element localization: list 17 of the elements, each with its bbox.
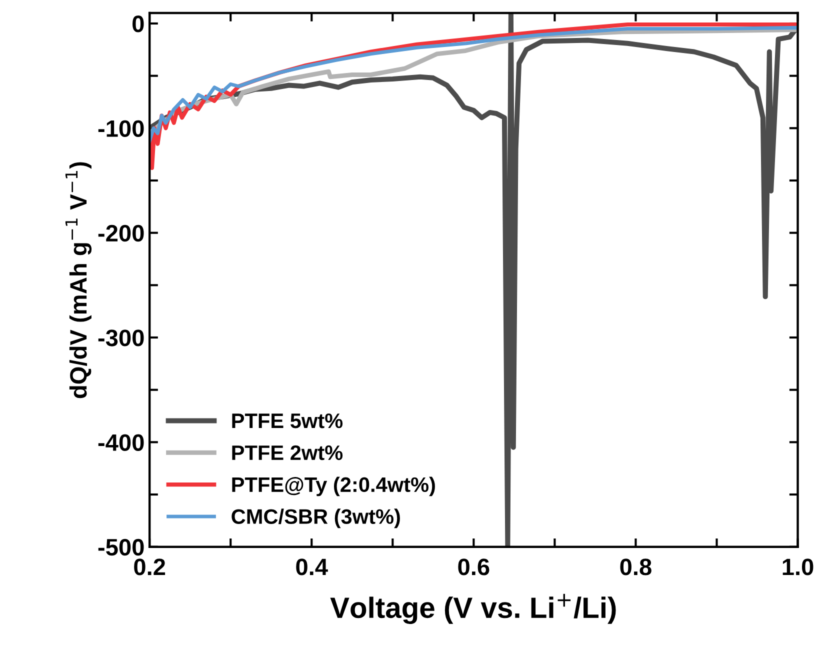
y-tick-label: 0 bbox=[132, 16, 144, 32]
y-tick-label: -100 bbox=[98, 120, 144, 137]
x-axis-title: Voltage (V vs. Li$^{+}$/Li) bbox=[330, 594, 616, 624]
y-axis-title: dQ/dV (mAh g$^{−1}$ V$^{−1}$) bbox=[65, 162, 92, 398]
y-tick-label: -300 bbox=[98, 330, 144, 346]
x-tick-label: 0.4 bbox=[296, 558, 328, 576]
y-tick-label: -200 bbox=[98, 224, 144, 242]
y-tick-label: -400 bbox=[98, 434, 144, 451]
legend-label: PTFE 5wt% bbox=[232, 414, 343, 428]
legend-label: CMC/SBR (3wt%) bbox=[232, 508, 400, 528]
legend-label: PTFE@Ty (2:0.4wt%) bbox=[232, 476, 435, 496]
legend-label: PTFE 2wt% bbox=[232, 445, 343, 460]
x-tick-label: 0.2 bbox=[134, 558, 166, 576]
x-tick-label: 0.8 bbox=[620, 558, 652, 576]
x-tick-label: 0.6 bbox=[458, 558, 490, 576]
y-tick-label: -500 bbox=[98, 538, 144, 556]
x-tick-label: 1.0 bbox=[782, 558, 814, 576]
